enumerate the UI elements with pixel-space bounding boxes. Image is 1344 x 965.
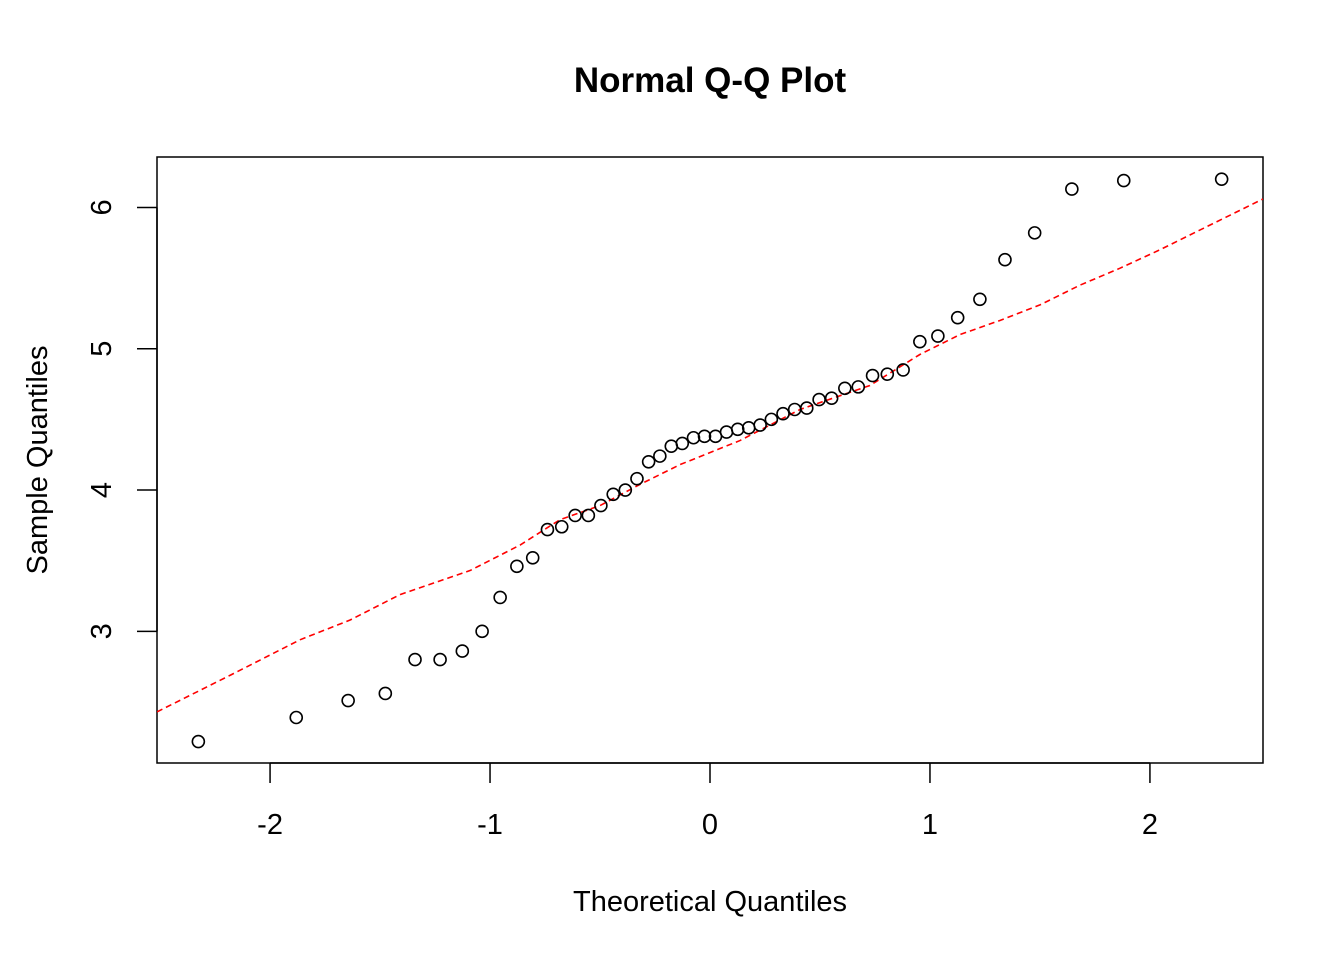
data-point	[753, 418, 767, 432]
data-point	[1065, 182, 1079, 196]
data-point	[455, 644, 470, 658]
reference-line	[157, 198, 1263, 713]
data-point	[191, 734, 206, 749]
plot-frame	[156, 156, 1264, 764]
data-point	[675, 436, 690, 451]
data-point	[865, 368, 880, 383]
data-point	[931, 329, 945, 343]
y-tick-label: 4	[86, 482, 118, 498]
data-point	[630, 471, 644, 486]
y-tick-label: 3	[86, 623, 118, 639]
y-axis-label: Sample Quantiles	[22, 346, 54, 575]
data-point	[1116, 173, 1131, 188]
y-tick-label: 5	[86, 341, 118, 357]
chart-title: Normal Q-Q Plot	[574, 61, 847, 100]
x-tick-label: 2	[1142, 809, 1158, 841]
data-point	[408, 652, 422, 667]
data-point	[998, 252, 1012, 267]
data-point	[568, 508, 582, 523]
x-axis-label: Theoretical Quantiles	[573, 886, 847, 918]
data-point	[1214, 172, 1229, 186]
data-point	[1027, 226, 1042, 240]
x-tick-label: 0	[702, 809, 718, 841]
data-point	[641, 454, 656, 469]
data-point	[475, 624, 489, 639]
y-axis: 3 4 5 6	[86, 199, 158, 639]
data-point	[433, 652, 447, 667]
data-point	[776, 406, 790, 421]
data-point	[697, 429, 712, 444]
data-point	[510, 559, 524, 574]
data-point	[664, 439, 679, 454]
data-point	[913, 334, 927, 349]
x-tick-label: -1	[477, 809, 503, 841]
data-point	[824, 391, 839, 405]
data-point	[540, 522, 555, 537]
data-point	[341, 693, 355, 708]
y-tick-label: 6	[86, 199, 118, 215]
data-point	[741, 421, 756, 435]
data-point	[719, 425, 734, 439]
data-point	[289, 710, 304, 725]
data-point	[764, 412, 779, 427]
data-point	[950, 310, 965, 325]
data-point	[880, 367, 895, 381]
data-point	[973, 292, 987, 307]
data-point	[606, 487, 621, 502]
data-point	[594, 498, 608, 513]
x-axis: -2 -1 0 1 2	[257, 762, 1158, 841]
data-point	[618, 483, 633, 497]
data-point	[851, 380, 866, 394]
data-point	[378, 686, 393, 701]
data-point	[525, 551, 540, 565]
data-point	[493, 590, 507, 605]
x-tick-label: 1	[922, 809, 938, 841]
data-point	[581, 508, 596, 523]
data-point	[812, 392, 826, 407]
data-point	[896, 363, 910, 377]
data-point	[838, 381, 852, 396]
data-point	[730, 422, 745, 437]
data-point	[653, 449, 667, 463]
data-point	[554, 519, 569, 534]
data-point	[799, 401, 814, 415]
x-tick-label: -2	[257, 809, 283, 841]
data-point	[686, 430, 701, 445]
